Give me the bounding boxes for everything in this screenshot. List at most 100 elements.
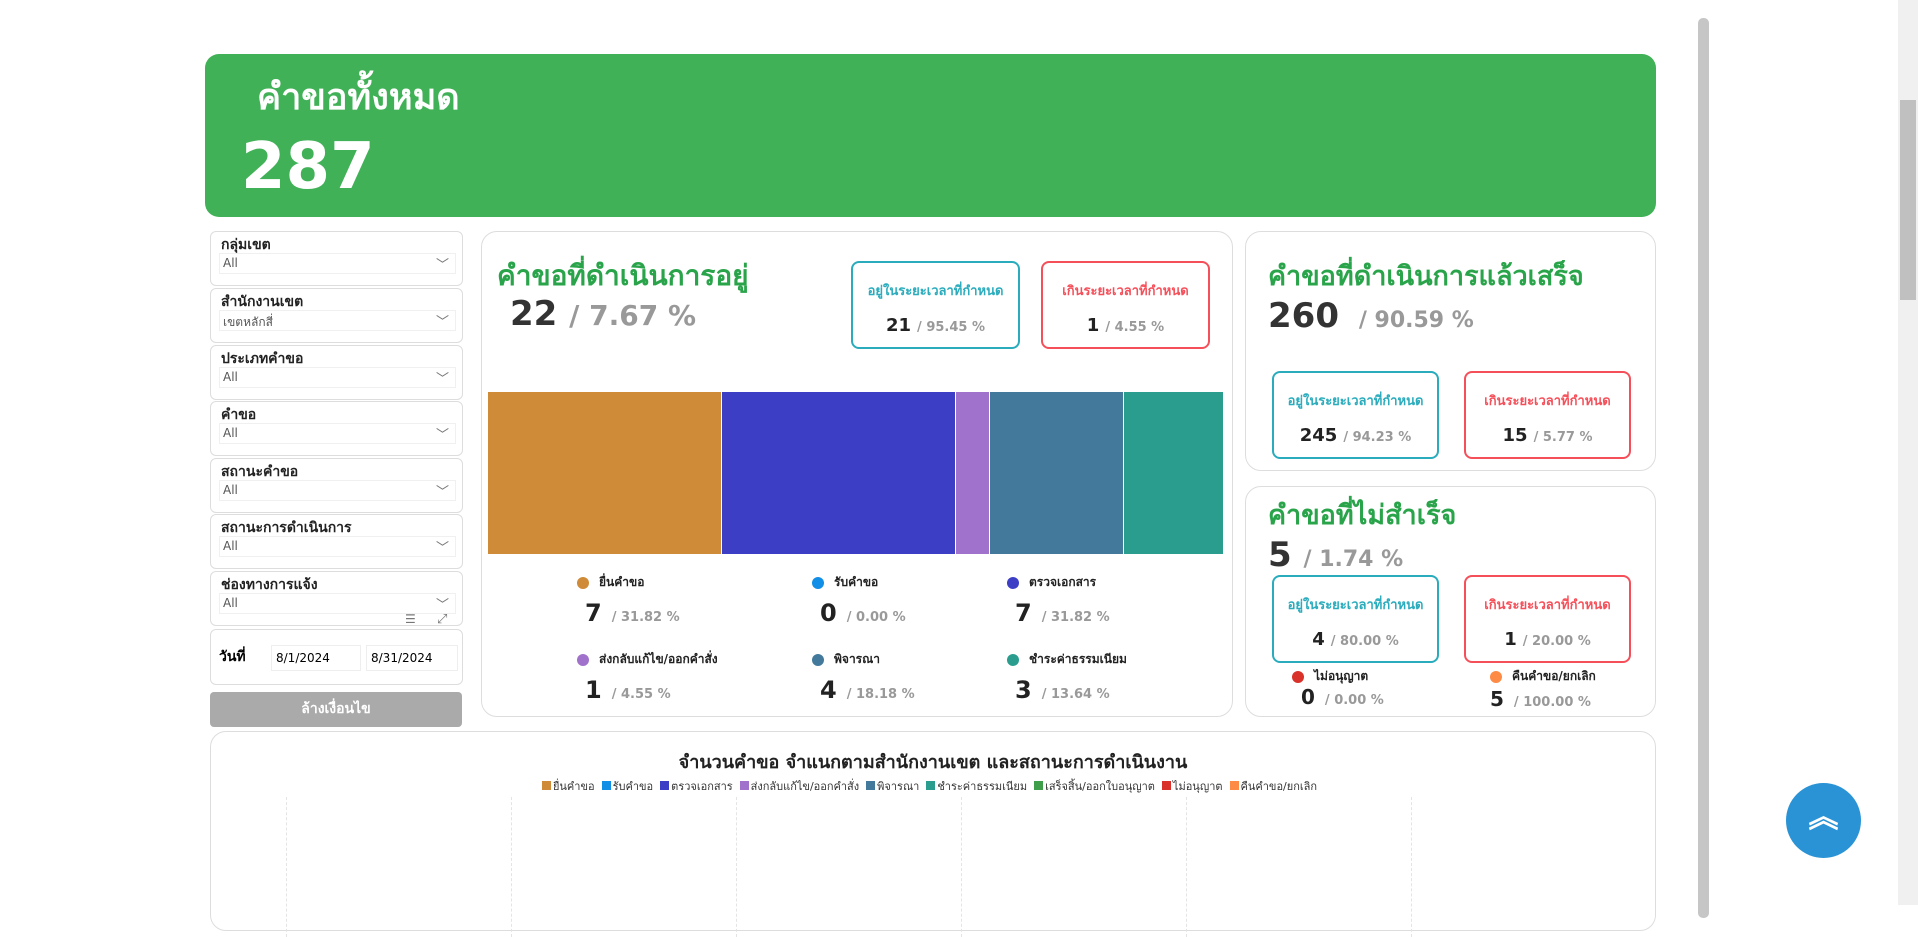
page-scrollbar[interactable]	[1898, 0, 1918, 905]
completed-count: 260 / 90.59 %	[1268, 296, 1474, 336]
stage-legend-item: ยื่นคำขอ	[577, 573, 644, 592]
chart-legend-item[interactable]: ชำระค่าธรรมเนียม	[926, 777, 1027, 795]
total-count: 287	[241, 130, 375, 204]
legend-swatch-icon	[866, 781, 876, 790]
completed-over-time-box: เกินระยะเวลาที่กำหนด 15/ 5.77 %	[1464, 371, 1631, 459]
total-title: คำขอทั้งหมด	[257, 77, 460, 118]
filter-1: สำนักงานเขต เขตหลักสี่ ﹀	[210, 288, 463, 343]
stage-value: 0/ 0.00 %	[820, 599, 906, 627]
stage-value: 7/ 31.82 %	[585, 599, 680, 627]
chevron-down-icon: ﹀	[435, 258, 449, 273]
failed-title: คำขอที่ไม่สำเร็จ	[1268, 500, 1457, 531]
chart-legend-item[interactable]: คืนคำขอ/ยกเลิก	[1229, 777, 1317, 795]
legend-swatch-icon	[601, 781, 611, 790]
stage-value: 7/ 31.82 %	[1015, 599, 1110, 627]
bar-segment-4[interactable]	[989, 392, 1124, 554]
chart-title: จำนวนคำขอ จำแนกตามสำนักงานเขต และสถานะกา…	[678, 752, 1188, 773]
legend-dot-icon	[812, 576, 824, 589]
legend-dot-icon	[1007, 653, 1019, 666]
not-approved-label: ไม่อนุญาต	[1292, 667, 1368, 686]
chart-legend-item[interactable]: ส่งกลับแก้ไข/ออกคำสั่ง	[739, 777, 859, 795]
bar-segment-0[interactable]	[488, 392, 723, 554]
scrollbar-thumb[interactable]	[1900, 100, 1916, 300]
failed-over-time-box: เกินระยะเวลาที่กำหนด 1/ 20.00 %	[1464, 575, 1631, 663]
cancelled-value: 5/ 100.00 %	[1490, 687, 1591, 711]
bar-segment-5[interactable]	[1123, 392, 1224, 554]
failed-card: คำขอที่ไม่สำเร็จ 5 / 1.74 % อยู่ในระยะเว…	[1245, 486, 1656, 717]
filter-4: สถานะคำขอ All ﹀	[210, 458, 463, 513]
date-filter: วันที่ 8/1/2024 8/31/2024	[210, 629, 463, 685]
chevron-down-icon: ﹀	[435, 541, 449, 556]
date-from-input[interactable]: 8/1/2024	[271, 645, 361, 671]
filter-6: ช่องทางการแจ้ง All ﹀	[210, 571, 463, 626]
filter-dropdown[interactable]: All ﹀	[219, 593, 456, 614]
legend-swatch-icon	[541, 781, 551, 790]
stage-legend-item: ส่งกลับแก้ไข/ออกคำสั่ง	[577, 650, 718, 669]
focus-mode-icon[interactable]: ⤢	[437, 612, 448, 627]
failed-count: 5 / 1.74 %	[1268, 535, 1404, 575]
chart-legend-item[interactable]: ตรวจเอกสาร	[660, 777, 733, 795]
stage-legend-item: พิจารณา	[812, 650, 880, 669]
chevron-down-icon: ﹀	[435, 372, 449, 387]
stage-value: 4/ 18.18 %	[820, 676, 915, 704]
chart-legend-item[interactable]: พิจารณา	[866, 777, 919, 795]
cancelled-label: คืนคำขอ/ยกเลิก	[1490, 667, 1596, 686]
legend-dot-icon	[812, 653, 824, 666]
legend-swatch-icon	[1161, 781, 1171, 790]
double-chevron-up-icon: ︽	[1808, 800, 1839, 835]
filter-dropdown[interactable]: All ﹀	[219, 536, 456, 557]
in-progress-title: คำขอที่ดำเนินการอยู่	[497, 259, 749, 292]
filter-label: สำนักงานเขต	[221, 294, 304, 310]
filter-dropdown[interactable]: All ﹀	[219, 423, 456, 444]
orange-dot-icon	[1490, 670, 1502, 683]
red-dot-icon	[1292, 670, 1304, 683]
filter-dropdown[interactable]: All ﹀	[219, 480, 456, 501]
legend-dot-icon	[1007, 576, 1019, 589]
filter-2: ประเภทคำขอ All ﹀	[210, 345, 463, 400]
in-progress-card: คำขอที่ดำเนินการอยู่ 22 / 7.67 % อยู่ในร…	[481, 231, 1233, 717]
chart-legend-item[interactable]: ยื่นคำขอ	[541, 777, 595, 795]
filter-label: สถานะการดำเนินการ	[221, 520, 352, 536]
stage-legend-item: รับคำขอ	[812, 573, 878, 592]
legend-swatch-icon	[1229, 781, 1239, 790]
filter-dropdown[interactable]: เขตหลักสี่ ﹀	[219, 310, 456, 331]
chevron-down-icon: ﹀	[435, 315, 449, 330]
filter-dropdown[interactable]: All ﹀	[219, 367, 456, 388]
in-progress-over-time-box: เกินระยะเวลาที่กำหนด 1/ 4.55 %	[1041, 261, 1210, 349]
filter-dropdown[interactable]: All ﹀	[219, 253, 456, 274]
filter-3: คำขอ All ﹀	[210, 401, 463, 456]
filter-icon[interactable]: ☰	[405, 612, 416, 626]
in-progress-in-time-box: อยู่ในระยะเวลาที่กำหนด 21/ 95.45 %	[851, 261, 1020, 349]
not-approved-value: 0/ 0.00 %	[1301, 685, 1384, 709]
in-progress-count: 22 / 7.67 %	[510, 294, 697, 334]
stage-legend-item: ตรวจเอกสาร	[1007, 573, 1096, 592]
date-label: วันที่	[219, 649, 246, 665]
filter-label: กลุ่มเขต	[221, 237, 271, 253]
date-to-input[interactable]: 8/31/2024	[366, 645, 458, 671]
filter-0: กลุ่มเขต All ﹀	[210, 231, 463, 286]
clear-filters-button[interactable]: ล้างเงื่อนไข	[210, 692, 462, 727]
chart-legend-item[interactable]: รับคำขอ	[601, 777, 653, 795]
completed-card: คำขอที่ดำเนินการแล้วเสร็จ 260 / 90.59 % …	[1245, 231, 1656, 471]
stage-value: 1/ 4.55 %	[585, 676, 671, 704]
legend-swatch-icon	[660, 781, 670, 790]
filter-label: สถานะคำขอ	[221, 464, 299, 480]
stage-value: 3/ 13.64 %	[1015, 676, 1110, 704]
scroll-to-top-button[interactable]: ︽	[1786, 783, 1861, 858]
bar-segment-3[interactable]	[956, 392, 990, 554]
inner-scrollbar[interactable]	[1698, 18, 1709, 918]
legend-swatch-icon	[926, 781, 936, 790]
chart-legend-item[interactable]: เสร็จสิ้น/ออกใบอนุญาต	[1034, 777, 1155, 795]
failed-in-time-box: อยู่ในระยะเวลาที่กำหนด 4/ 80.00 %	[1272, 575, 1439, 663]
completed-title: คำขอที่ดำเนินการแล้วเสร็จ	[1268, 261, 1584, 292]
chevron-down-icon: ﹀	[435, 598, 449, 613]
stage-stacked-bar	[488, 392, 1224, 554]
completed-in-time-box: อยู่ในระยะเวลาที่กำหนด 245/ 94.23 %	[1272, 371, 1439, 459]
chart-legend-item[interactable]: ไม่อนุญาต	[1161, 777, 1223, 795]
bar-segment-2[interactable]	[722, 392, 957, 554]
filter-label: ช่องทางการแจ้ง	[221, 577, 318, 593]
filter-label: คำขอ	[221, 407, 257, 423]
legend-dot-icon	[577, 653, 589, 666]
legend-swatch-icon	[1034, 781, 1044, 790]
chevron-down-icon: ﹀	[435, 428, 449, 443]
